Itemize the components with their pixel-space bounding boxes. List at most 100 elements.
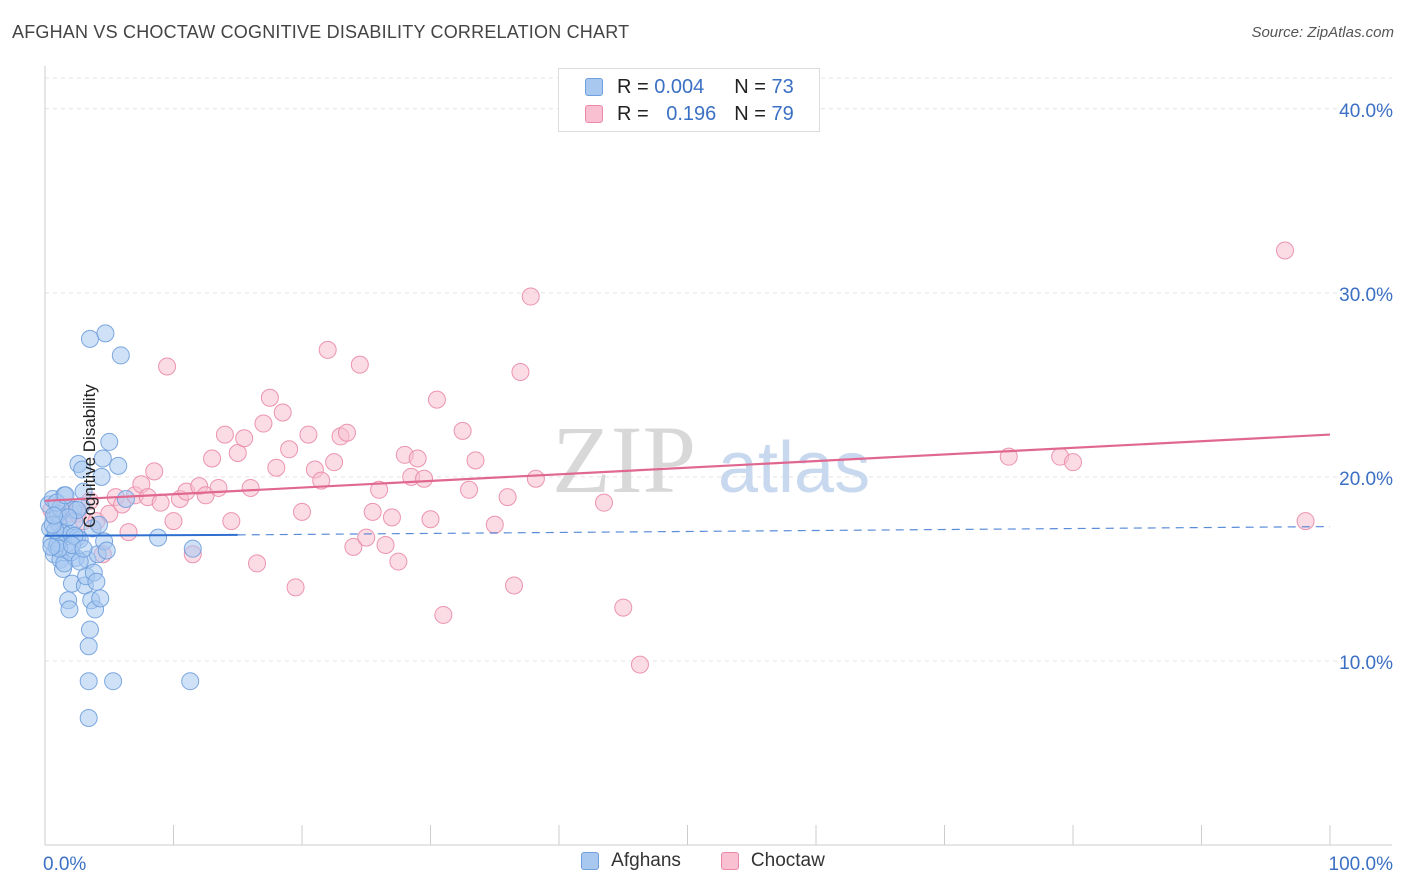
point-choctaw bbox=[453, 421, 472, 440]
point-choctaw bbox=[408, 449, 427, 468]
point-choctaw bbox=[267, 458, 286, 477]
point-choctaw bbox=[460, 480, 479, 499]
r-value: 0.004 bbox=[654, 75, 705, 98]
watermark-atlas: atlas bbox=[718, 428, 870, 508]
point-choctaw bbox=[235, 429, 254, 448]
watermark-zip: ZIP bbox=[552, 406, 696, 513]
y-tick-label: 40.0% bbox=[1339, 101, 1393, 122]
point-choctaw bbox=[498, 488, 517, 507]
point-choctaw bbox=[421, 510, 440, 529]
x-tick-label: 0.0% bbox=[43, 854, 86, 875]
point-choctaw bbox=[389, 552, 408, 571]
point-choctaw bbox=[466, 451, 485, 470]
chart-title: AFGHAN VS CHOCTAW COGNITIVE DISABILITY C… bbox=[12, 22, 630, 42]
point-choctaw bbox=[286, 578, 305, 597]
correlation-legend: R = 0.004 N = 73 R = 0.196 N = 79 bbox=[558, 68, 820, 132]
trend-lines bbox=[44, 433, 1331, 537]
point-choctaw bbox=[203, 449, 222, 468]
trend-choctaw bbox=[44, 433, 1331, 502]
point-afghans bbox=[74, 539, 93, 558]
point-choctaw bbox=[1276, 241, 1295, 260]
point-choctaw bbox=[370, 480, 389, 499]
r-label: R = bbox=[617, 75, 649, 98]
point-afghans bbox=[80, 620, 99, 639]
point-choctaw bbox=[273, 403, 292, 422]
point-choctaw bbox=[363, 502, 382, 521]
point-choctaw bbox=[325, 453, 344, 472]
point-afghans bbox=[79, 709, 98, 728]
legend-row-choctaw: R = 0.196 N = 79 bbox=[559, 101, 794, 127]
point-choctaw bbox=[382, 508, 401, 527]
point-choctaw bbox=[299, 425, 318, 444]
point-choctaw bbox=[241, 478, 260, 497]
point-choctaw bbox=[521, 287, 540, 306]
point-choctaw bbox=[248, 554, 267, 573]
r-label: R = bbox=[617, 102, 649, 125]
point-choctaw bbox=[280, 440, 299, 459]
series-afghans bbox=[39, 324, 202, 728]
tick-labels: 10.0% 20.0% 30.0% 40.0% 0.0% 100.0% bbox=[43, 101, 1393, 875]
point-choctaw bbox=[318, 340, 337, 359]
point-choctaw bbox=[1064, 453, 1082, 472]
point-choctaw bbox=[630, 655, 649, 674]
point-choctaw bbox=[337, 423, 356, 442]
point-choctaw bbox=[344, 537, 363, 556]
legend-swatch-choctaw bbox=[720, 852, 739, 870]
point-afghans bbox=[74, 482, 93, 501]
point-afghans bbox=[56, 486, 75, 505]
point-choctaw bbox=[526, 469, 545, 488]
point-choctaw bbox=[594, 493, 613, 512]
point-choctaw bbox=[158, 357, 177, 376]
point-choctaw bbox=[151, 493, 170, 512]
legend-swatch-choctaw bbox=[585, 105, 603, 123]
point-afghans bbox=[100, 432, 119, 451]
point-choctaw bbox=[260, 388, 279, 407]
n-label: N = bbox=[734, 75, 766, 98]
point-choctaw bbox=[312, 471, 331, 490]
point-afghans bbox=[149, 528, 168, 547]
legend-row-afghans: R = 0.004 N = 73 bbox=[559, 74, 794, 100]
point-choctaw bbox=[209, 478, 228, 497]
point-choctaw bbox=[350, 355, 369, 374]
point-afghans bbox=[42, 537, 61, 556]
axes bbox=[44, 66, 1392, 846]
legend-swatch-afghans bbox=[585, 78, 603, 96]
series-legend: Afghans Choctaw bbox=[0, 850, 1406, 872]
point-afghans bbox=[96, 324, 115, 343]
watermark: ZIP atlas bbox=[552, 406, 870, 513]
n-value: 73 bbox=[771, 75, 794, 98]
point-afghans bbox=[92, 467, 111, 486]
point-afghans bbox=[60, 600, 79, 619]
source-label: Source: ZipAtlas.com bbox=[1251, 24, 1394, 41]
point-choctaw bbox=[376, 536, 395, 555]
point-afghans bbox=[183, 539, 202, 558]
point-afghans bbox=[44, 506, 63, 525]
r-value: 0.196 bbox=[666, 102, 717, 125]
trend-afghans-dashed bbox=[237, 525, 1331, 536]
n-value: 79 bbox=[771, 102, 794, 125]
y-tick-label: 10.0% bbox=[1339, 653, 1393, 674]
point-choctaw bbox=[427, 390, 446, 409]
legend-item-afghans[interactable]: Afghans bbox=[581, 850, 681, 872]
legend-swatch-afghans bbox=[581, 852, 600, 870]
point-choctaw bbox=[1296, 512, 1315, 531]
point-choctaw bbox=[434, 605, 453, 624]
n-label: N = bbox=[734, 102, 766, 125]
point-choctaw bbox=[614, 598, 633, 617]
point-afghans bbox=[104, 672, 123, 691]
point-choctaw bbox=[222, 512, 241, 531]
point-afghans bbox=[91, 589, 110, 608]
point-choctaw bbox=[293, 502, 311, 521]
point-afghans bbox=[93, 449, 112, 468]
point-choctaw bbox=[254, 414, 273, 433]
x-tick-label: 100.0% bbox=[1329, 854, 1394, 875]
point-afghans bbox=[79, 637, 98, 656]
trend-afghans-solid bbox=[44, 533, 238, 537]
grid-lines bbox=[45, 77, 1392, 662]
point-afghans bbox=[79, 672, 98, 691]
point-afghans bbox=[73, 460, 92, 479]
legend-label-afghans: Afghans bbox=[611, 850, 681, 871]
y-tick-label: 30.0% bbox=[1339, 285, 1393, 306]
point-choctaw bbox=[415, 469, 434, 488]
legend-item-choctaw[interactable]: Choctaw bbox=[720, 850, 825, 872]
